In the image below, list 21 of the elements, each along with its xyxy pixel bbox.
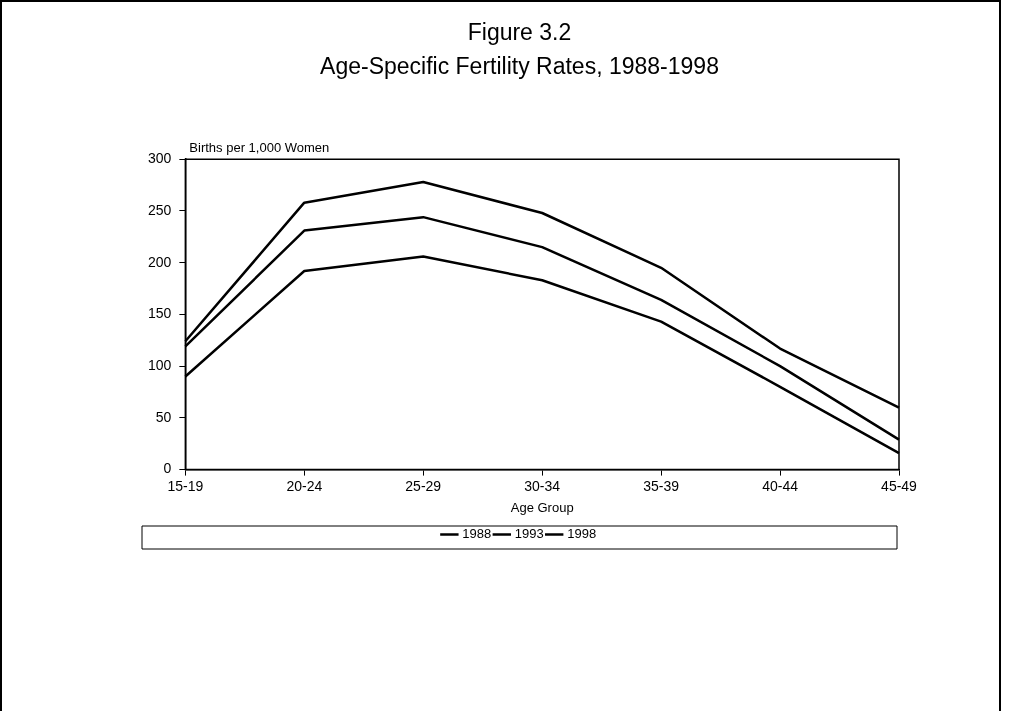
y-tick-label: 100: [148, 356, 172, 373]
x-tick-label: 40-44: [762, 477, 799, 494]
legend-label: 1998: [567, 526, 597, 542]
y-tick-label: 50: [155, 408, 172, 425]
x-tick-label: 20-24: [286, 477, 323, 494]
y-tick-label: 200: [148, 253, 172, 270]
x-tick-label: 25-29: [405, 477, 442, 494]
y-tick-label: 250: [148, 201, 172, 218]
x-tick-label: 30-34: [524, 477, 561, 494]
y-tick-label: 300: [148, 150, 172, 167]
y-tick-label: 150: [148, 305, 172, 322]
x-tick-label: 35-39: [643, 477, 680, 494]
y-tick-label: 0: [163, 460, 172, 477]
chart-subtitle: Age-Specific Fertility Rates, 1988-1998: [320, 52, 719, 79]
x-tick-label: 15-19: [167, 477, 204, 494]
legend-label: 1993: [514, 526, 544, 542]
legend-label: 1988: [462, 526, 492, 542]
x-axis-title: Age Group: [510, 499, 574, 515]
x-tick-label: 45-49: [881, 477, 918, 494]
y-axis-title: Births per 1,000 Women: [189, 140, 330, 156]
chart-title: Figure 3.2: [467, 19, 572, 46]
